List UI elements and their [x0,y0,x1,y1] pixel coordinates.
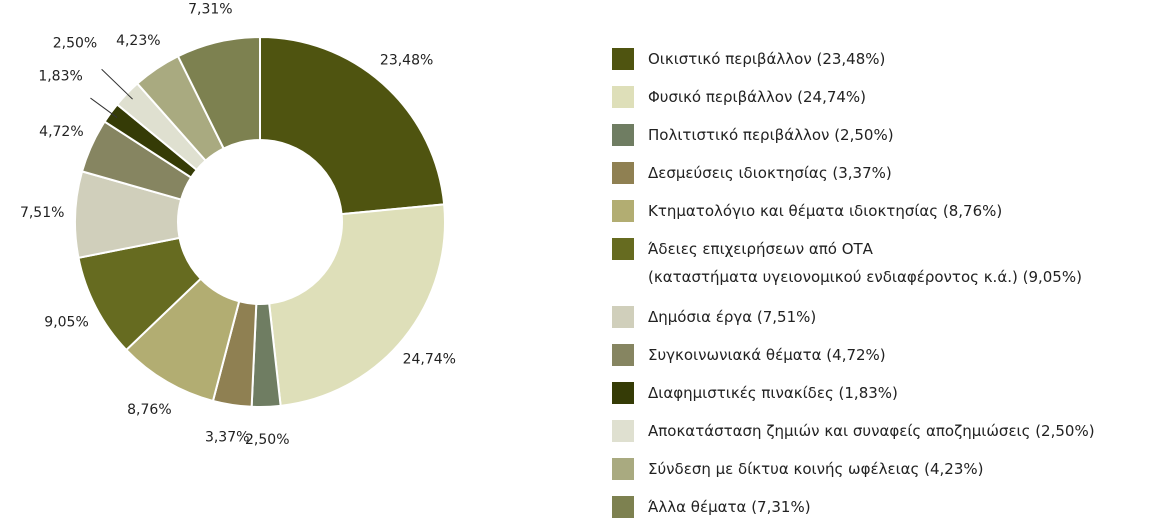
legend-label: Άδειες επιχειρήσεων από ΟΤΑ (καταστήματα… [648,240,1082,286]
data-label: 4,72% [39,124,83,140]
data-label: 2,50% [53,36,97,52]
legend-swatch [612,124,634,146]
legend-label: Αποκατάσταση ζημιών και συναφείς αποζημι… [648,422,1095,440]
legend-swatch [612,458,634,480]
legend-label: Σύνδεση με δίκτυα κοινής ωφέλειας (4,23%… [648,460,984,478]
data-label: 7,31% [188,2,232,18]
legend-swatch [612,238,634,260]
legend-label: Κτηματολόγιο και θέματα ιδιοκτησίας (8,7… [648,202,1003,220]
slice [176,35,261,150]
data-label: 7,51% [20,205,64,221]
legend-item: Δεσμεύσεις ιδιοκτησίας (3,37%) [612,162,892,187]
legend-item: Κτηματολόγιο και θέματα ιδιοκτησίας (8,7… [612,200,1002,225]
legend-item: Άλλα θέματα (7,31%) [612,496,811,521]
legend-item: Δημόσια έργα (7,51%) [612,306,816,331]
legend-item: Πολιτιστικό περιβάλλον (2,50%) [612,124,894,149]
legend-label: Συγκοινωνιακά θέματα (4,72%) [648,346,886,364]
data-label: 3,37% [205,430,249,446]
legend-label: Δημόσια έργα (7,51%) [648,308,817,326]
data-label: 4,23% [116,33,160,49]
legend-item: Οικιστικό περιβάλλον (23,48%) [612,48,885,73]
legend-label: Οικιστικό περιβάλλον (23,48%) [648,50,886,68]
legend-swatch [612,344,634,366]
data-label: 9,05% [44,314,88,330]
legend-label: Πολιτιστικό περιβάλλον (2,50%) [648,126,894,144]
leader-line [101,68,133,100]
legend-swatch [612,200,634,222]
slice [259,35,446,216]
data-label: 24,74% [403,351,456,367]
data-label: 2,50% [245,432,289,448]
legend-swatch [612,48,634,70]
data-label: 1,83% [38,68,82,84]
chart: 23,48%24,74%2,50%3,37%8,76%9,05%7,51%4,7… [20,2,456,448]
legend-label: Δεσμεύσεις ιδιοκτησίας (3,37%) [648,164,892,182]
legend-swatch [612,306,634,328]
legend-swatch [612,420,634,442]
data-label: 8,76% [127,402,171,418]
legend-label: Διαφημιστικές πινακίδες (1,83%) [648,384,898,402]
legend-item: Σύνδεση με δίκτυα κοινής ωφέλειας (4,23%… [612,458,983,483]
legend-swatch [612,496,634,518]
legend-item: Διαφημιστικές πινακίδες (1,83%) [612,382,898,407]
legend-swatch [612,382,634,404]
legend-item: Αποκατάσταση ζημιών και συναφείς αποζημι… [612,420,1095,445]
legend-item: Συγκοινωνιακά θέματα (4,72%) [612,344,886,369]
legend-swatch [612,86,634,108]
leader-line [90,97,118,118]
legend-item: Άδειες επιχειρήσεων από ΟΤΑ (καταστήματα… [612,238,1082,291]
legend-label: Φυσικό περιβάλλον (24,74%) [648,88,867,106]
legend-label: Άλλα θέματα (7,31%) [648,498,811,516]
slice [268,203,446,407]
data-label: 23,48% [380,53,433,69]
legend-item: Φυσικό περιβάλλον (24,74%) [612,86,866,111]
legend-swatch [612,162,634,184]
